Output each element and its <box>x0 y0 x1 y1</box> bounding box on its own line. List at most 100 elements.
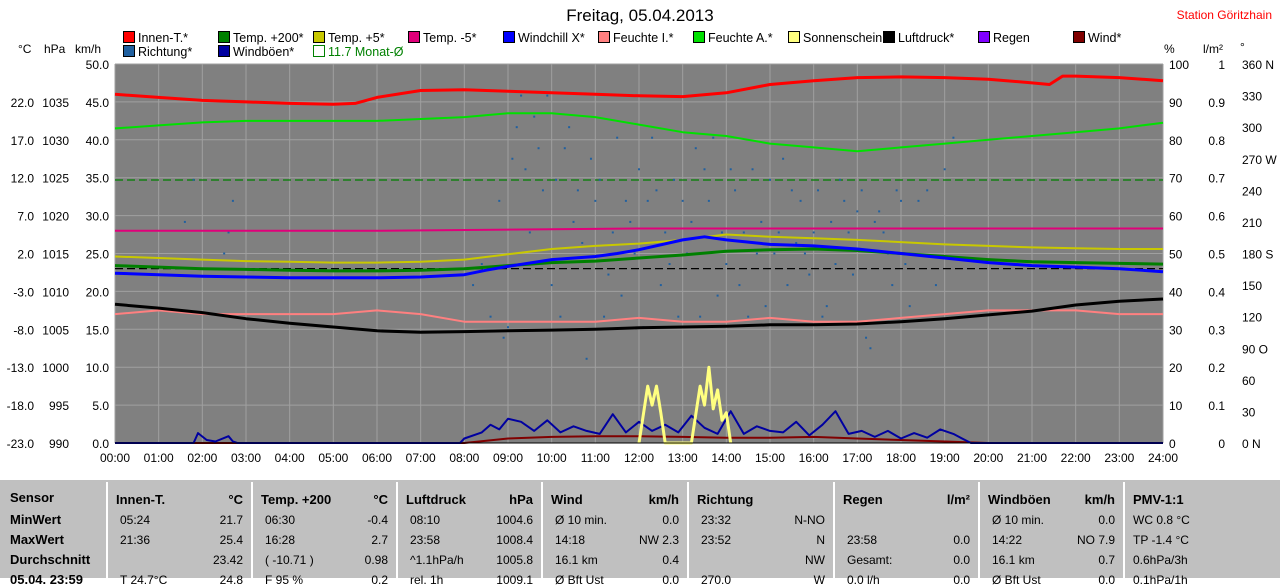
series-line <box>115 410 1163 444</box>
direction-point <box>546 94 549 97</box>
table-cell-value: 0.4 <box>662 553 679 567</box>
direction-point <box>895 189 898 192</box>
legend-label: Luftdruck* <box>898 31 955 45</box>
row-label: Sensor <box>10 490 55 505</box>
direction-point <box>227 231 230 234</box>
direction-point <box>821 315 824 318</box>
legend-item: Wind* <box>1073 31 1121 45</box>
y-tick-label-humidity_pct: 50 <box>1169 248 1183 262</box>
table-cell-value: W <box>813 573 825 587</box>
series-line <box>114 112 1164 153</box>
direction-point <box>900 199 902 202</box>
y-tick-label-rain_lm2: 0.4 <box>1208 285 1225 299</box>
direction-point <box>668 263 671 266</box>
legend-item: Richtung* <box>123 45 192 59</box>
x-tick-label: 23:00 <box>1104 451 1134 465</box>
unit-rain: l/m² <box>1203 42 1223 56</box>
table-cell-value: 0.98 <box>364 553 388 567</box>
direction-point <box>528 231 531 234</box>
legend-label: Innen-T.* <box>138 31 189 45</box>
y-tick-label-temp_c: 12.0 <box>11 172 35 186</box>
direction-point <box>825 305 828 308</box>
table-column: Windböen km/h Ø 10 min. 0.0 14:22 NO 7.9 16.1 … <box>980 482 1125 587</box>
y-tick-label-wind_kmh: 10.0 <box>86 361 110 375</box>
y-tick-label-wind_kmh: 35.0 <box>86 172 110 186</box>
column-separator <box>541 482 543 578</box>
direction-point <box>751 168 754 171</box>
x-tick-label: 16:00 <box>799 451 829 465</box>
direction-point <box>891 284 894 287</box>
y-tick-label-rain_lm2: 1 <box>1218 58 1225 72</box>
direction-point <box>908 305 911 308</box>
x-tick-label: 04:00 <box>275 451 305 465</box>
y-tick-label-wind_kmh: 50.0 <box>86 58 110 72</box>
direction-point <box>520 94 523 97</box>
summary-table: Sensor MinWert MaxWert Durchschnitt 05.04. 2… <box>0 478 1280 587</box>
direction-point <box>725 263 728 266</box>
x-tick-label: 09:00 <box>493 451 523 465</box>
y-tick-label-humidity_pct: 40 <box>1169 285 1183 299</box>
legend-label: Windböen* <box>233 45 295 59</box>
series-line <box>115 227 1163 232</box>
direction-point <box>934 284 937 287</box>
direction-point <box>550 284 553 287</box>
direction-point <box>498 199 501 202</box>
direction-point <box>585 357 588 360</box>
direction-point <box>860 189 863 192</box>
direction-point <box>790 189 793 192</box>
series-line <box>115 435 1163 444</box>
direction-point <box>568 126 571 129</box>
y-tick-label-temp_c: -13.0 <box>7 361 35 375</box>
table-cell-value: 2.7 <box>371 533 388 547</box>
legend-item: Luftdruck* <box>883 31 954 45</box>
direction-point <box>589 157 592 160</box>
x-tick-label: 20:00 <box>973 451 1003 465</box>
legend-item: Feuchte A.* <box>693 31 773 45</box>
direction-point <box>594 199 597 202</box>
direction-point <box>803 252 806 255</box>
table-cell: 0.6hPa/3h <box>1133 553 1188 567</box>
direction-point <box>869 347 872 350</box>
table-cell: Ø 10 min. <box>555 513 608 527</box>
direction-point <box>507 326 509 329</box>
direction-point <box>904 263 907 266</box>
y-tick-label-temp_c: 17.0 <box>11 134 35 148</box>
direction-point <box>716 294 719 297</box>
legend-swatch <box>978 31 990 43</box>
y-tick-label-rain_lm2: 0 <box>1218 437 1225 451</box>
direction-point <box>659 284 662 287</box>
table-cell: 16.1 km <box>555 553 598 567</box>
column-header: Temp. +200 <box>261 492 332 507</box>
legend-swatch <box>788 31 800 43</box>
legend-item: Regen <box>978 31 1030 45</box>
column-header: PMV-1:1 <box>1133 492 1184 507</box>
y-tick-label-humidity_pct: 20 <box>1169 361 1183 375</box>
direction-point <box>555 178 558 181</box>
x-tick-label: 05:00 <box>318 451 348 465</box>
y-tick-label-wind_kmh: 25.0 <box>86 248 110 262</box>
unit-degree: ° <box>1240 40 1245 54</box>
direction-point <box>703 168 706 171</box>
y-tick-label-wind_kmh: 5.0 <box>92 399 109 413</box>
column-separator <box>1123 482 1125 578</box>
table-cell: 16:28 <box>265 533 296 547</box>
direction-point <box>681 199 684 202</box>
direction-point <box>576 189 579 192</box>
direction-point <box>638 168 640 171</box>
table-cell: Ø 10 min. <box>992 513 1045 527</box>
y-tick-label-pressure_hpa: 1000 <box>42 361 69 375</box>
legend-label: Windchill X* <box>518 31 585 45</box>
x-tick-label: 15:00 <box>755 451 785 465</box>
y-tick-label-temp_c: -8.0 <box>13 323 34 337</box>
x-tick-label: 24:00 <box>1148 451 1178 465</box>
y-tick-label-humidity_pct: 100 <box>1169 58 1189 72</box>
series-line <box>114 74 1164 106</box>
x-tick-label: 03:00 <box>231 451 261 465</box>
legend-label: Richtung* <box>138 45 193 59</box>
table-cell: Ø Bft Ust <box>555 573 604 587</box>
direction-point <box>917 199 920 202</box>
direction-point <box>616 136 619 139</box>
x-tick-label: 14:00 <box>711 451 741 465</box>
legend-item: Temp. -5* <box>408 31 477 45</box>
y-tick-label-direction_deg: 270 W <box>1242 153 1277 167</box>
